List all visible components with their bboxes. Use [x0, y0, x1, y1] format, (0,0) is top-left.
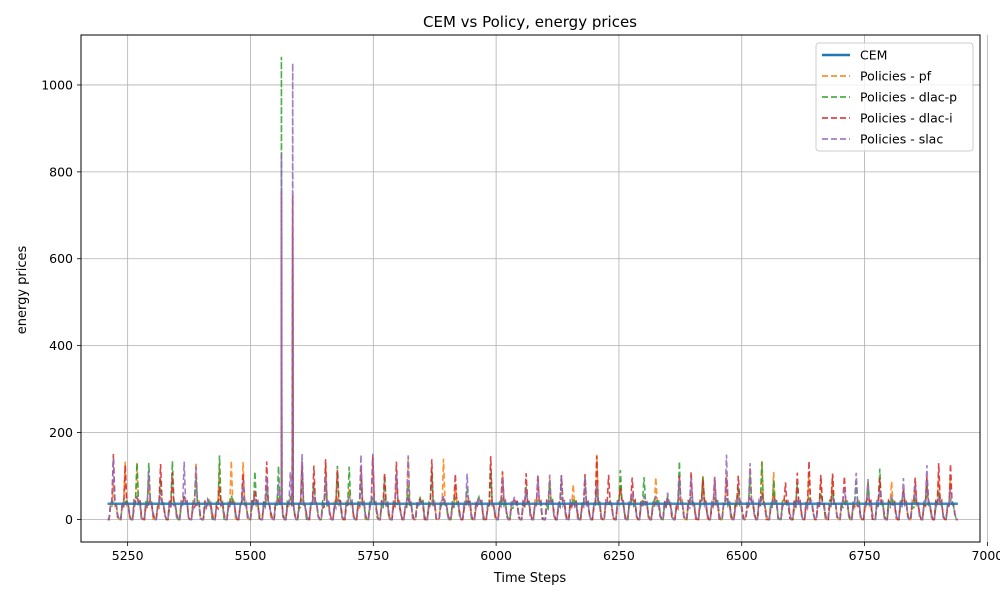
x-tick-label: 7000 [971, 548, 1000, 563]
legend-label: CEM [860, 48, 887, 63]
y-axis-label: energy prices [15, 245, 30, 334]
series-layer [107, 56, 958, 521]
plot-frame [80, 34, 981, 543]
x-tick-label: 5250 [112, 548, 144, 563]
y-tick-label: 800 [49, 164, 73, 179]
y-tick-label: 400 [49, 338, 73, 353]
x-axis-label: Time Steps [493, 571, 567, 586]
y-tick-label: 200 [49, 425, 73, 440]
legend-label: Policies - dlac-p [860, 90, 957, 105]
legend-label: Policies - pf [860, 69, 932, 84]
legend-box [815, 42, 974, 152]
x-tick-label: 6750 [849, 548, 881, 563]
ticks-layer: 5250 5500 5750 6000 6250 6500 6750 7000 0 200 400 6… [41, 77, 1000, 563]
legend-label: Policies - slac [860, 132, 943, 147]
y-tick-label: 1000 [41, 77, 73, 92]
x-tick-label: 6250 [603, 548, 635, 563]
y-tick-label: 0 [65, 512, 73, 527]
x-tick-label: 5500 [235, 548, 267, 563]
chart-title: CEM vs Policy, energy prices [423, 13, 637, 31]
x-tick-label: 6500 [726, 548, 758, 563]
x-tick-label: 6000 [480, 548, 512, 563]
x-tick-label: 5750 [357, 548, 389, 563]
grid-layer [81, 35, 988, 542]
legend: CEM Policies - pf Policies - dlac-p Policie… [815, 42, 974, 152]
legend-label: Policies - dlac-i [860, 111, 953, 126]
y-tick-label: 600 [49, 251, 73, 266]
